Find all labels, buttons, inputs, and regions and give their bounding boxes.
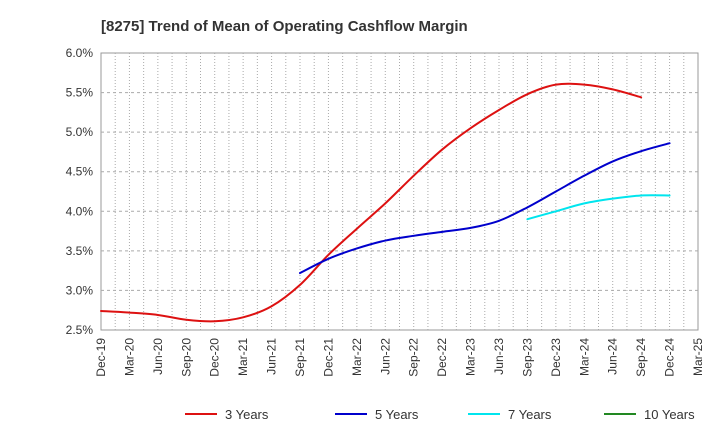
x-tick-label: Jun-22: [378, 338, 392, 375]
series-line-5-years: [299, 142, 671, 275]
x-tick-label: Sep-21: [293, 338, 307, 377]
x-tick-label: Dec-21: [321, 338, 335, 377]
series-line-3-years: [100, 82, 643, 323]
x-tick-label: Sep-23: [520, 338, 534, 377]
x-tick-label: Dec-24: [663, 338, 677, 377]
y-axis: 2.5% 3.0% 3.5% 4.0% 4.5% 5.0% 5.5% 6.0%: [66, 46, 94, 337]
series-lines: [100, 82, 671, 323]
y-tick-label: 5.0%: [66, 125, 94, 139]
x-tick-label: Mar-25: [691, 338, 705, 376]
y-tick-label: 2.5%: [66, 323, 94, 337]
x-tick-label: Mar-22: [350, 338, 364, 376]
legend-label-10-years: 10 Years: [644, 407, 695, 422]
y-tick-label: 6.0%: [66, 46, 94, 60]
x-tick-label: Mar-20: [122, 338, 136, 376]
x-tick-label: Dec-19: [94, 338, 108, 377]
x-tick-label: Jun-21: [265, 338, 279, 375]
x-tick-label: Dec-20: [208, 338, 222, 377]
x-tick-label: Sep-24: [634, 338, 648, 377]
series-line-7-years: [526, 194, 671, 221]
y-tick-label: 4.0%: [66, 204, 94, 218]
y-tick-label: 3.0%: [66, 283, 94, 297]
x-axis: Dec-19 Mar-20 Jun-20 Sep-20 Dec-20 Mar-21 Jun-…: [94, 338, 705, 377]
x-tick-label: Jun-24: [606, 338, 620, 375]
legend: 3 Years 5 Years 7 Years 10 Years: [185, 407, 695, 422]
x-tick-label: Mar-23: [464, 338, 478, 376]
x-tick-label: Jun-20: [151, 338, 165, 375]
x-tick-label: Mar-21: [236, 338, 250, 376]
x-tick-label: Sep-20: [179, 338, 193, 377]
y-tick-label: 3.5%: [66, 244, 94, 258]
y-tick-label: 5.5%: [66, 86, 94, 100]
x-tick-label: Sep-22: [407, 338, 421, 377]
chart-title: [8275] Trend of Mean of Operating Cashfl…: [101, 18, 468, 35]
x-tick-label: Jun-23: [492, 338, 506, 375]
legend-label-3-years: 3 Years: [225, 407, 269, 422]
grid-lines: [101, 53, 698, 330]
legend-label-7-years: 7 Years: [508, 407, 552, 422]
x-tick-label: Dec-22: [435, 338, 449, 377]
y-tick-label: 4.5%: [66, 165, 94, 179]
x-tick-label: Dec-23: [549, 338, 563, 377]
x-tick-label: Mar-24: [577, 338, 591, 376]
legend-label-5-years: 5 Years: [375, 407, 419, 422]
